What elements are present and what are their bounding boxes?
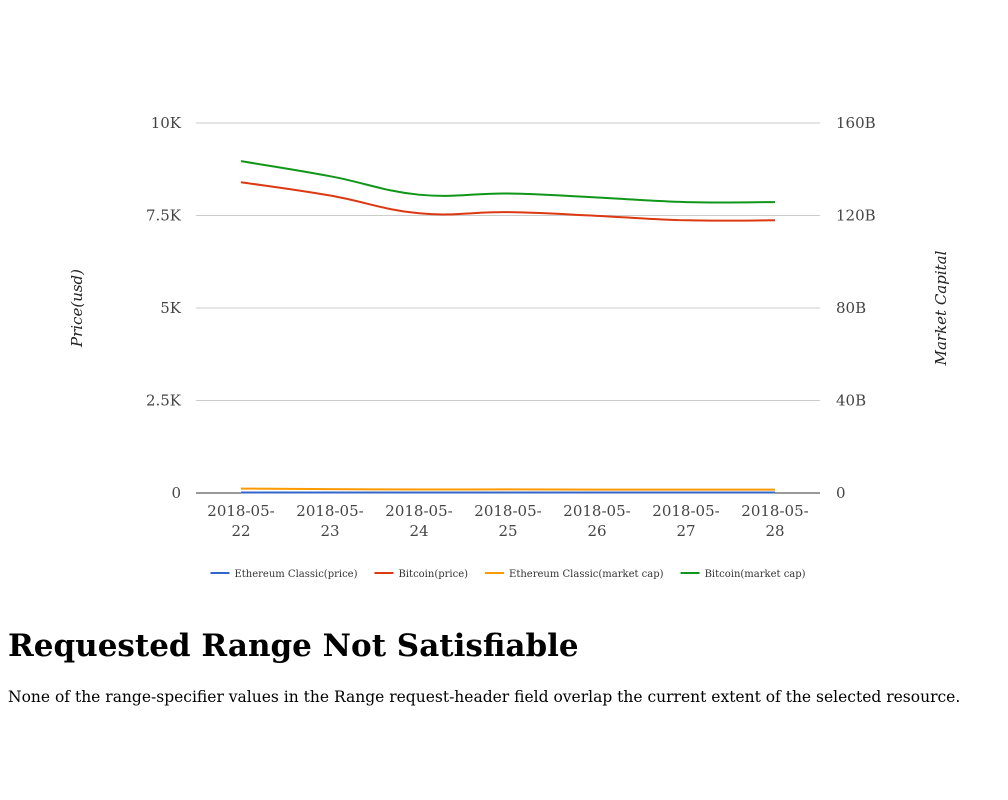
x-tick-label: 2018-05-23 — [296, 502, 363, 540]
gridlines — [196, 122, 820, 494]
x-tick-label: 2018-05-24 — [385, 502, 452, 540]
line-chart: 0 2.5K 5K 7.5K 10K 0 40B 80B 120B 160B 2018-05-2… — [68, 114, 950, 580]
legend: Ethereum Classic(price) Bitcoin(price) Eth… — [210, 569, 806, 580]
series-line-1 — [240, 181, 776, 222]
right-tick-label: 120B — [836, 207, 876, 225]
series-line-2 — [240, 487, 776, 491]
legend-label: Ethereum Classic(price) — [234, 569, 357, 580]
x-tick-label: 2018-05-26 — [563, 502, 630, 540]
right-tick-label: 160B — [836, 114, 876, 132]
legend-label: Bitcoin(market cap) — [705, 569, 806, 580]
series-line-3 — [240, 160, 776, 204]
right-tick-label: 80B — [836, 299, 866, 317]
left-tick-label: 10K — [151, 114, 182, 132]
right-tick-label: 0 — [836, 484, 846, 502]
error-message: None of the range-specifier values in th… — [8, 688, 961, 706]
right-axis-ticks: 0 40B 80B 120B 160B — [836, 114, 876, 502]
left-tick-label: 0 — [171, 484, 181, 502]
left-axis-title: Price(usd) — [68, 269, 86, 348]
series-lines — [240, 160, 776, 494]
left-tick-label: 5K — [160, 299, 182, 317]
left-axis-ticks: 0 2.5K 5K 7.5K 10K — [146, 114, 182, 502]
x-axis-ticks: 2018-05-22 2018-05-23 2018-05-24 2018-05-25… — [207, 502, 808, 540]
x-tick-label: 2018-05-22 — [207, 502, 274, 540]
error-title: Requested Range Not Satisfiable — [8, 628, 579, 664]
right-axis-title: Market Capital — [932, 250, 950, 366]
left-tick-label: 7.5K — [146, 207, 182, 225]
right-tick-label: 40B — [836, 392, 866, 410]
legend-label: Ethereum Classic(market cap) — [509, 569, 664, 580]
x-tick-label: 2018-05-25 — [474, 502, 541, 540]
x-tick-label: 2018-05-28 — [741, 502, 808, 540]
legend-label: Bitcoin(price) — [399, 569, 469, 580]
chart-area: 0 2.5K 5K 7.5K 10K 0 40B 80B 120B 160B 2018-05-2… — [68, 114, 950, 580]
left-tick-label: 2.5K — [146, 392, 182, 410]
x-tick-label: 2018-05-27 — [652, 502, 719, 540]
